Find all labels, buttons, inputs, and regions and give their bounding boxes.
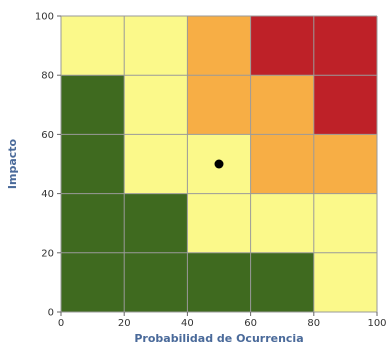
x-axis-title: Probabilidad de Ocurrencia (134, 332, 303, 345)
heatmap-cell (187, 193, 251, 253)
heatmap-cells (61, 16, 377, 312)
y-tick-label: 40 (41, 189, 54, 200)
heatmap-cell (187, 16, 251, 76)
heatmap-cell (187, 252, 251, 312)
risk-point-layer (214, 159, 224, 169)
heatmap-cell (250, 134, 314, 194)
heatmap-cell (124, 75, 188, 135)
heatmap-cell (61, 252, 125, 312)
heatmap-cell (250, 252, 314, 312)
heatmap-cell (187, 75, 251, 135)
heatmap-cell (250, 193, 314, 253)
x-tick-label: 100 (367, 318, 386, 329)
y-tick-label: 20 (41, 248, 54, 259)
heatmap-grid (60, 15, 378, 313)
x-tick-label: 20 (118, 318, 131, 329)
heatmap-cell (313, 134, 377, 194)
heatmap-cell (313, 16, 377, 76)
y-tick-label: 100 (35, 12, 54, 23)
heatmap-cell (250, 16, 314, 76)
heatmap-cell (250, 75, 314, 135)
x-tick-label: 40 (181, 318, 194, 329)
y-tick-label: 80 (41, 71, 54, 82)
heatmap-cell (124, 252, 188, 312)
risk-point (214, 159, 224, 169)
heatmap-cell (313, 252, 377, 312)
heatmap-cell (61, 193, 125, 253)
heatmap-cell (61, 16, 125, 76)
heatmap-cell (313, 193, 377, 253)
heatmap-cell (124, 134, 188, 194)
heatmap-cell (61, 75, 125, 135)
y-tick-label: 60 (41, 130, 54, 141)
x-tick-label: 80 (307, 318, 320, 329)
heatmap-cell (61, 134, 125, 194)
x-tick-label: 60 (244, 318, 257, 329)
heatmap-cell (124, 16, 188, 76)
heatmap-cell (313, 75, 377, 135)
heatmap-cell (124, 193, 188, 253)
x-tick-label: 0 (58, 318, 64, 329)
y-axis-title: Impacto (6, 138, 19, 189)
y-tick-label: 0 (48, 308, 54, 319)
axis-ticks: 0 20 40 60 80 100 0 20 40 60 80 100 (35, 12, 386, 330)
